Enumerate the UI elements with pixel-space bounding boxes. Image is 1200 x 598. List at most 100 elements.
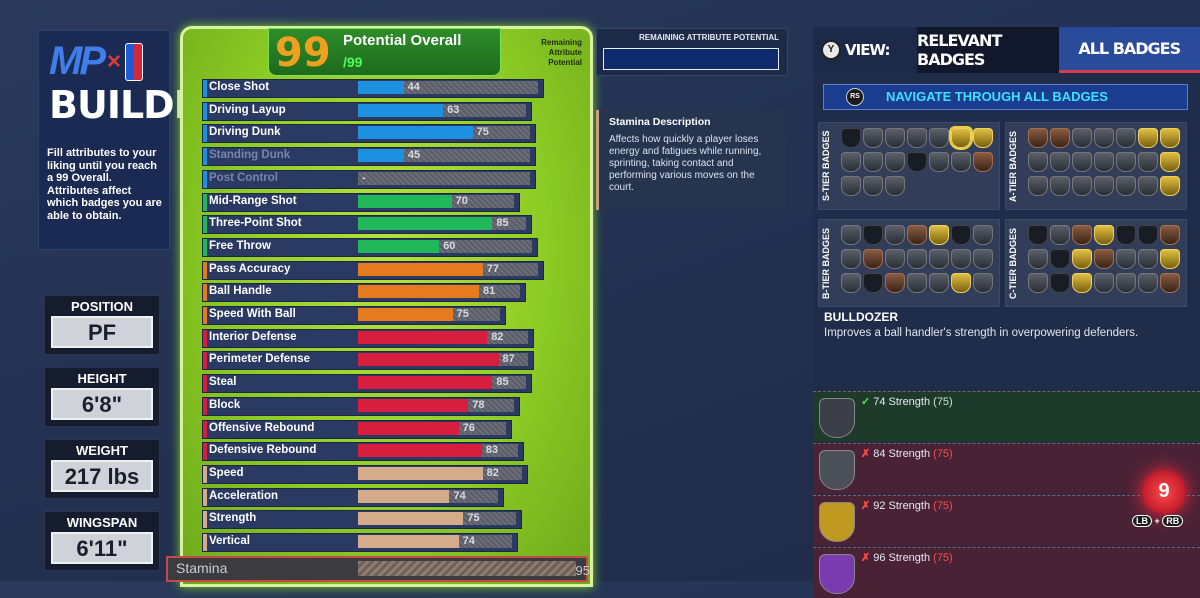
badge-icon[interactable] [1094,128,1114,148]
badge-icon[interactable] [1116,225,1136,245]
badge-icon[interactable] [973,225,993,245]
badge-icon[interactable] [1072,176,1092,196]
attribute-slider[interactable]: 81 [358,285,520,298]
badge-icon[interactable] [841,273,861,293]
badge-icon[interactable] [929,273,949,293]
badge-icon[interactable] [885,225,905,245]
badge-icon[interactable] [841,176,861,196]
badge-icon[interactable] [1160,249,1180,269]
badge-icon[interactable] [841,249,861,269]
attribute-slider[interactable]: 75 [358,308,500,321]
badge-icon[interactable] [1028,128,1048,148]
badge-icon[interactable] [1138,176,1158,196]
badge-icon[interactable] [1094,249,1114,269]
badge-icon[interactable] [841,225,861,245]
attribute-slider[interactable]: 75 [358,126,530,139]
badge-icon[interactable] [1116,249,1136,269]
badge-icon[interactable] [1050,176,1070,196]
badge-icon[interactable] [1028,225,1048,245]
attribute-row[interactable]: Post Control- [202,170,536,189]
attribute-slider[interactable]: 75 [358,512,516,525]
badge-icon[interactable] [1138,152,1158,172]
badge-icon[interactable] [1160,176,1180,196]
badge-icon[interactable] [1116,152,1136,172]
attribute-row-stamina[interactable]: Stamina 95 [166,556,588,582]
attribute-slider[interactable]: - [358,172,530,185]
badge-icon[interactable] [973,152,993,172]
view-toggle[interactable]: Y VIEW: [813,27,917,73]
attribute-slider[interactable]: 45 [358,149,530,162]
attribute-slider[interactable]: 63 [358,104,526,117]
badge-icon[interactable] [1050,152,1070,172]
badge-icon[interactable] [907,273,927,293]
attribute-slider[interactable]: 85 [358,376,526,389]
badge-icon[interactable] [1072,152,1092,172]
attribute-slider[interactable]: 60 [358,240,532,253]
attribute-slider[interactable]: 44 [358,81,538,94]
attribute-slider[interactable]: 74 [358,535,512,548]
badge-requirement-row[interactable]: ✗96 Strength (75) [813,547,1200,598]
badge-icon[interactable] [951,273,971,293]
attribute-slider[interactable]: 95 [358,561,576,576]
badge-icon[interactable] [973,128,993,148]
badge-icon[interactable] [1094,225,1114,245]
badge-icon[interactable] [907,128,927,148]
badge-icon[interactable] [1160,273,1180,293]
badge-requirement-row[interactable]: ✓74 Strength (75) [813,391,1200,442]
badge-icon[interactable] [1072,225,1092,245]
badge-icon[interactable] [951,225,971,245]
badge-icon[interactable] [1050,273,1070,293]
badge-icon[interactable] [885,249,905,269]
badge-icon[interactable] [1160,128,1180,148]
badge-icon[interactable] [1072,273,1092,293]
badge-icon[interactable] [863,273,883,293]
badge-icon[interactable] [1028,273,1048,293]
attribute-slider[interactable]: 82 [358,467,522,480]
badge-icon[interactable] [885,128,905,148]
attribute-slider[interactable]: 82 [358,331,528,344]
badge-icon[interactable] [1028,249,1048,269]
badge-icon[interactable] [929,225,949,245]
badge-icon[interactable] [885,176,905,196]
badge-icon[interactable] [1138,128,1158,148]
badge-icon[interactable] [1138,273,1158,293]
tab-all-badges[interactable]: ALL BADGES [1059,27,1200,73]
badge-icon[interactable] [1160,225,1180,245]
badge-icon[interactable] [951,152,971,172]
badge-icon[interactable] [1028,152,1048,172]
badge-icon[interactable] [951,249,971,269]
badge-icon[interactable] [885,273,905,293]
badge-icon[interactable] [1028,176,1048,196]
attribute-slider[interactable]: 83 [358,444,518,457]
badge-icon[interactable] [1072,128,1092,148]
badge-icon[interactable] [863,128,883,148]
attribute-slider[interactable]: 74 [358,490,498,503]
badge-icon[interactable] [863,249,883,269]
badge-icon[interactable] [973,273,993,293]
badge-icon[interactable] [1138,225,1158,245]
badge-icon[interactable] [929,128,949,148]
badge-icon[interactable] [1094,176,1114,196]
badge-icon[interactable] [1116,273,1136,293]
badge-icon[interactable] [863,225,883,245]
badge-icon[interactable] [907,152,927,172]
badge-icon[interactable] [1138,249,1158,269]
badge-icon[interactable] [1094,273,1114,293]
notification-badge[interactable]: 9 [1142,470,1186,514]
